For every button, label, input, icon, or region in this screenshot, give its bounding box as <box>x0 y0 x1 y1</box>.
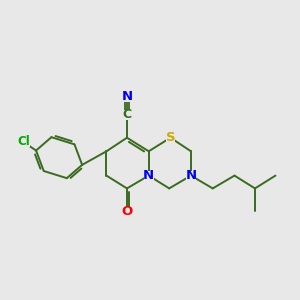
Bar <box>122 207 132 216</box>
Text: Cl: Cl <box>17 135 30 148</box>
Text: S: S <box>166 131 175 144</box>
Text: N: N <box>122 90 133 103</box>
Bar <box>122 110 132 119</box>
Bar <box>144 171 154 181</box>
Bar <box>17 137 30 147</box>
Text: N: N <box>143 169 154 182</box>
Text: N: N <box>185 169 197 182</box>
Bar <box>166 133 175 142</box>
Bar <box>186 171 196 181</box>
Text: C: C <box>122 108 131 121</box>
Text: O: O <box>121 205 133 218</box>
Bar <box>122 92 132 102</box>
